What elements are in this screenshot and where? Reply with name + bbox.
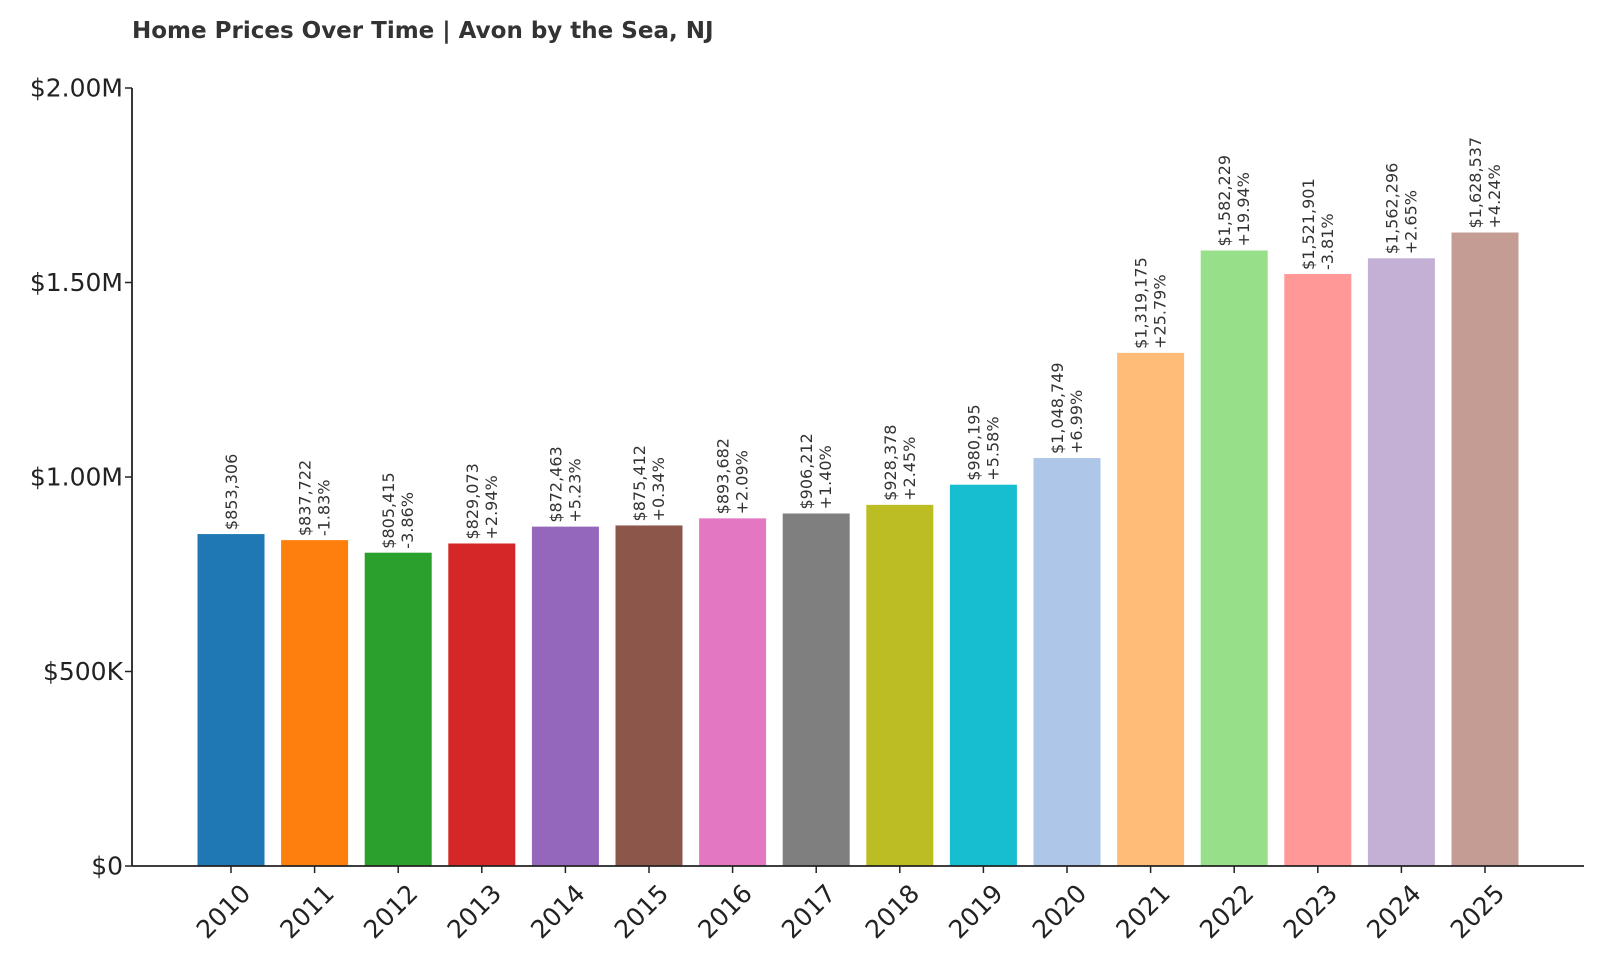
bar-2014	[531, 526, 599, 866]
y-tick-label: $1.00M	[30, 463, 123, 492]
x-tick-label-2019: 2019	[943, 879, 1008, 944]
x-tick-label-2012: 2012	[358, 879, 423, 944]
x-tick-label-2011: 2011	[274, 879, 339, 944]
y-tick-label: $1.50M	[30, 268, 123, 297]
bar-2024	[1367, 258, 1435, 866]
bar-change-label-2013: +2.94%	[482, 475, 501, 539]
bar-value-label-2014: $872,463	[546, 446, 565, 522]
bar-2018	[866, 504, 934, 866]
bar-value-label-2019: $980,195	[964, 404, 983, 480]
x-tick-label-2018: 2018	[860, 879, 925, 944]
chart-title: Home Prices Over Time | Avon by the Sea,…	[132, 18, 714, 44]
x-tick-label-2022: 2022	[1194, 879, 1259, 944]
x-tick-label-2015: 2015	[609, 879, 674, 944]
bar-2021	[1117, 352, 1185, 866]
bar-change-label-2016: +2.09%	[733, 450, 752, 514]
bar-change-label-2019: +5.58%	[983, 416, 1002, 480]
bar-2020	[1033, 458, 1101, 866]
bar-value-label-2023: $1,521,901	[1299, 178, 1318, 270]
x-tick-label-2024: 2024	[1361, 879, 1426, 944]
bar-2025	[1451, 232, 1519, 867]
bar-change-label-2018: +2.45%	[900, 437, 919, 501]
bar-change-label-2014: +5.23%	[565, 458, 584, 522]
x-tick-label-2021: 2021	[1110, 879, 1175, 944]
bar-2015	[615, 525, 683, 866]
bar-value-label-2024: $1,562,296	[1382, 163, 1401, 255]
bar-change-label-2012: -3.86%	[398, 492, 417, 549]
x-tick-label-2025: 2025	[1445, 879, 1510, 944]
bar-value-label-2021: $1,319,175	[1132, 257, 1151, 349]
bar-change-label-2015: +0.34%	[649, 457, 668, 521]
bar-change-label-2025: +4.24%	[1485, 164, 1504, 228]
bar-value-label-2013: $829,073	[463, 463, 482, 539]
x-tick-label-2017: 2017	[776, 879, 841, 944]
bar-change-label-2011: -1.83%	[315, 480, 334, 537]
bar-value-label-2025: $1,628,537	[1466, 137, 1485, 229]
bars-layer	[197, 232, 1519, 867]
bar-value-label-2020: $1,048,749	[1048, 362, 1067, 454]
bar-2011	[281, 540, 349, 866]
bar-2022	[1200, 250, 1268, 866]
bar-change-label-2022: +19.94%	[1234, 172, 1253, 246]
y-tick-label: $2.00M	[30, 74, 123, 103]
bar-2023	[1284, 273, 1352, 867]
bar-change-label-2021: +25.79%	[1151, 274, 1170, 348]
x-tick-label-2013: 2013	[442, 879, 507, 944]
bar-change-label-2020: +6.99%	[1067, 390, 1086, 454]
bar-2012	[364, 552, 432, 866]
x-tick-label-2010: 2010	[191, 879, 256, 944]
bar-2010	[197, 534, 265, 866]
x-tick-label-2014: 2014	[525, 879, 590, 944]
bar-2019	[949, 484, 1017, 866]
bar-value-label-2010: $853,306	[222, 454, 241, 530]
x-tick-label-2020: 2020	[1027, 879, 1092, 944]
bar-change-label-2023: -3.81%	[1318, 213, 1337, 270]
bar-value-label-2016: $893,682	[714, 438, 733, 514]
bar-value-label-2015: $875,412	[630, 445, 649, 521]
bar-2017	[782, 513, 850, 866]
bar-value-label-2011: $837,722	[296, 460, 315, 536]
bar-value-label-2018: $928,378	[881, 425, 900, 501]
bar-change-label-2017: +1.40%	[816, 445, 835, 509]
bar-value-label-2012: $805,415	[379, 472, 398, 548]
bar-2016	[699, 518, 767, 866]
bar-change-label-2024: +2.65%	[1401, 190, 1420, 254]
y-tick-label: $0	[91, 852, 123, 881]
bar-value-label-2022: $1,582,229	[1215, 155, 1234, 247]
bar-value-label-2017: $906,212	[797, 433, 816, 509]
x-tick-label-2016: 2016	[692, 879, 757, 944]
bar-2013	[448, 543, 516, 866]
bar-labels-layer: $853,306 $837,722 -1.83% $805,415 -3.86% $829…	[222, 137, 1504, 549]
x-tick-label-2023: 2023	[1278, 879, 1343, 944]
y-tick-label: $500K	[43, 657, 124, 686]
